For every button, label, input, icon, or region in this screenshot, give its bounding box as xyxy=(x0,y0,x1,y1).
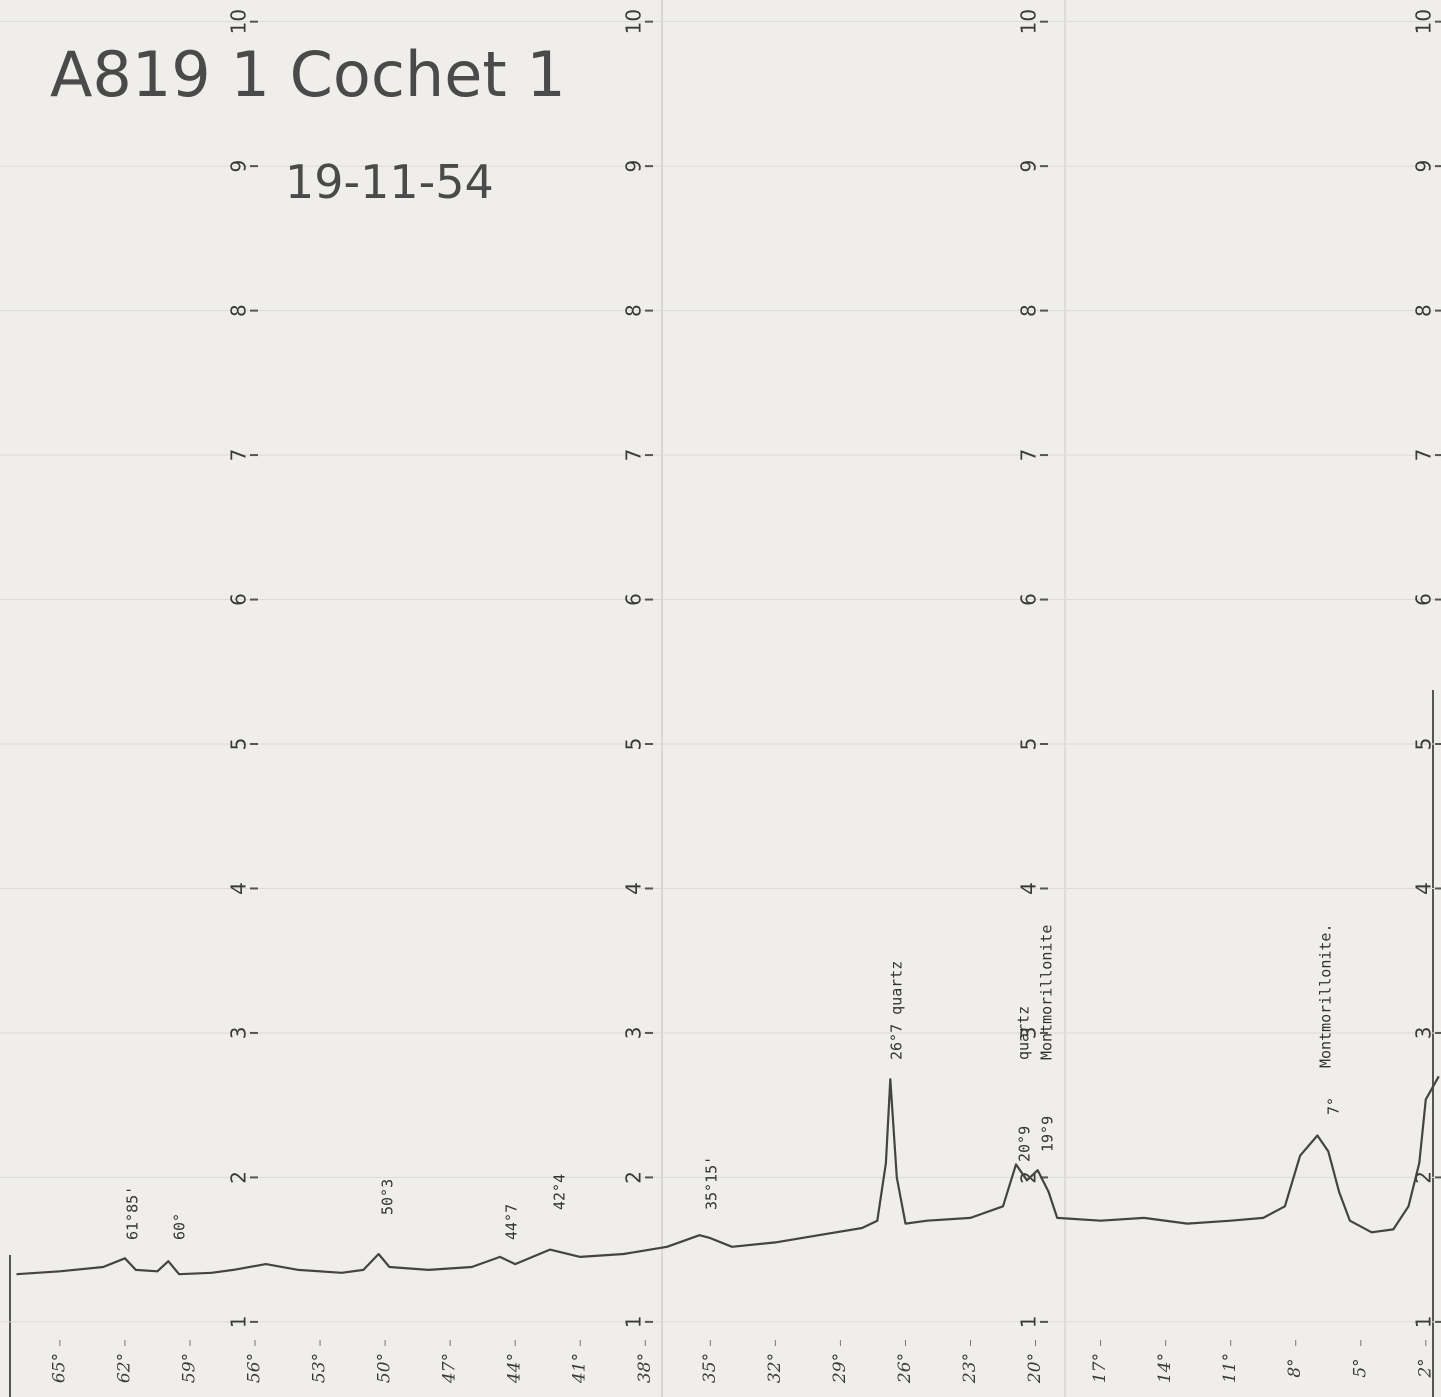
y-tick-label: 7 xyxy=(227,449,251,462)
trace xyxy=(16,1075,1440,1276)
y-ticks: 1 1 1 12 2 2 23 3 3 34 4 4 45 5 5 56 6 6 67 7 7 78 8 8 89 9 9 910 10… xyxy=(227,9,1441,1328)
x-tick-label: 14° xyxy=(1155,1353,1175,1383)
chart-title: A819 1 Cochet 1 xyxy=(50,38,566,111)
annotation: 44°7 xyxy=(503,1204,521,1240)
x-tick-label: 32° xyxy=(765,1353,785,1383)
annotations: 61°85' 60° 50°3 44°7 42°4 35°15' 26°7 quartz qu… xyxy=(124,924,1343,1241)
x-ticks: 65° 62° 59° 56° 53° 50° 47° 44° 41° 38° 35° 32° 29° 2… xyxy=(49,1340,1435,1384)
x-tick-label: 59° xyxy=(179,1353,199,1383)
y-tick-label: 1 xyxy=(1412,1316,1436,1329)
x-tick-label: 11° xyxy=(1220,1353,1240,1383)
y-tick-label: 3 xyxy=(1412,1027,1436,1040)
y-tick-label: 6 xyxy=(1017,593,1041,606)
annotation: 20°9 xyxy=(1016,1126,1034,1162)
y-tick-label: 7 xyxy=(622,449,646,462)
y-tick-label: 7 xyxy=(1017,449,1041,462)
annotation: 60° xyxy=(171,1213,189,1240)
y-tick-label: 1 xyxy=(227,1316,251,1329)
x-tick-label: 65° xyxy=(49,1353,69,1383)
y-tick-label: 3 xyxy=(227,1027,251,1040)
y-tick-label: 9 xyxy=(227,160,251,173)
y-tick-label: 2 xyxy=(227,1171,251,1184)
y-tick-label: 8 xyxy=(1017,304,1041,317)
y-tick-label: 10 xyxy=(1412,9,1436,34)
annotation: Montmorillonite xyxy=(1038,925,1056,1060)
y-tick-label: 10 xyxy=(622,9,646,34)
x-tick-label: 62° xyxy=(114,1353,134,1383)
y-tick-label: 9 xyxy=(1017,160,1041,173)
y-tick-label: 4 xyxy=(1412,882,1436,895)
chart-subtitle: 19-11-54 xyxy=(285,155,494,209)
y-tick-label: 5 xyxy=(1017,738,1041,751)
annotation: 7° xyxy=(1325,1097,1343,1115)
annotation: 26°7 quartz xyxy=(888,961,906,1060)
annotation: 61°85' xyxy=(124,1186,142,1240)
x-tick-label: 56° xyxy=(245,1353,265,1383)
x-tick-label: 44° xyxy=(505,1353,525,1384)
x-tick-label: 23° xyxy=(960,1353,980,1384)
annotation: quartz xyxy=(1015,1006,1033,1060)
y-tick-label: 6 xyxy=(622,593,646,606)
y-tick-label: 6 xyxy=(227,593,251,606)
y-tick-label: 4 xyxy=(227,882,251,895)
x-tick-label: 26° xyxy=(895,1353,915,1384)
annotation: 19°9 xyxy=(1039,1116,1057,1152)
x-tick-label: 41° xyxy=(570,1353,590,1384)
y-tick-label: 5 xyxy=(1412,738,1436,751)
y-tick-label: 10 xyxy=(1017,9,1041,34)
annotation: Montmorillonite. xyxy=(1317,924,1335,1069)
y-tick-label: 6 xyxy=(1412,593,1436,606)
y-tick-label: 9 xyxy=(622,160,646,173)
y-tick-label: 8 xyxy=(622,304,646,317)
x-tick-label: 53° xyxy=(310,1353,330,1383)
x-tick-label: 38° xyxy=(635,1353,655,1383)
x-tick-label: 29° xyxy=(830,1353,850,1384)
x-tick-label: 20° xyxy=(1025,1353,1045,1384)
y-tick-label: 1 xyxy=(1017,1316,1041,1329)
y-tick-label: 7 xyxy=(1412,449,1436,462)
y-tick-label: 10 xyxy=(227,9,251,34)
y-tick-label: 1 xyxy=(622,1316,646,1329)
y-tick-label: 3 xyxy=(1017,1027,1041,1040)
grid xyxy=(0,21,1441,1323)
y-tick-label: 4 xyxy=(622,882,646,895)
x-tick-label: 17° xyxy=(1090,1353,1110,1383)
x-tick-label: 50° xyxy=(375,1353,395,1383)
y-tick-label: 3 xyxy=(622,1027,646,1040)
y-tick-label: 2 xyxy=(622,1171,646,1184)
x-tick-label: 2° xyxy=(1415,1358,1435,1378)
x-tick-label: 35° xyxy=(700,1353,720,1383)
x-tick-label: 47° xyxy=(440,1353,460,1384)
annotation: 35°15' xyxy=(703,1156,721,1210)
y-tick-label: 9 xyxy=(1412,160,1436,173)
x-tick-label: 8° xyxy=(1285,1358,1305,1377)
y-tick-label: 5 xyxy=(227,738,251,751)
x-tick-label: 5° xyxy=(1350,1358,1370,1377)
y-tick-label: 8 xyxy=(227,304,251,317)
annotation: 50°3 xyxy=(379,1179,397,1215)
y-tick-label: 4 xyxy=(1017,882,1041,895)
y-tick-label: 5 xyxy=(622,738,646,751)
y-tick-label: 8 xyxy=(1412,304,1436,317)
annotation: 42°4 xyxy=(551,1174,569,1210)
